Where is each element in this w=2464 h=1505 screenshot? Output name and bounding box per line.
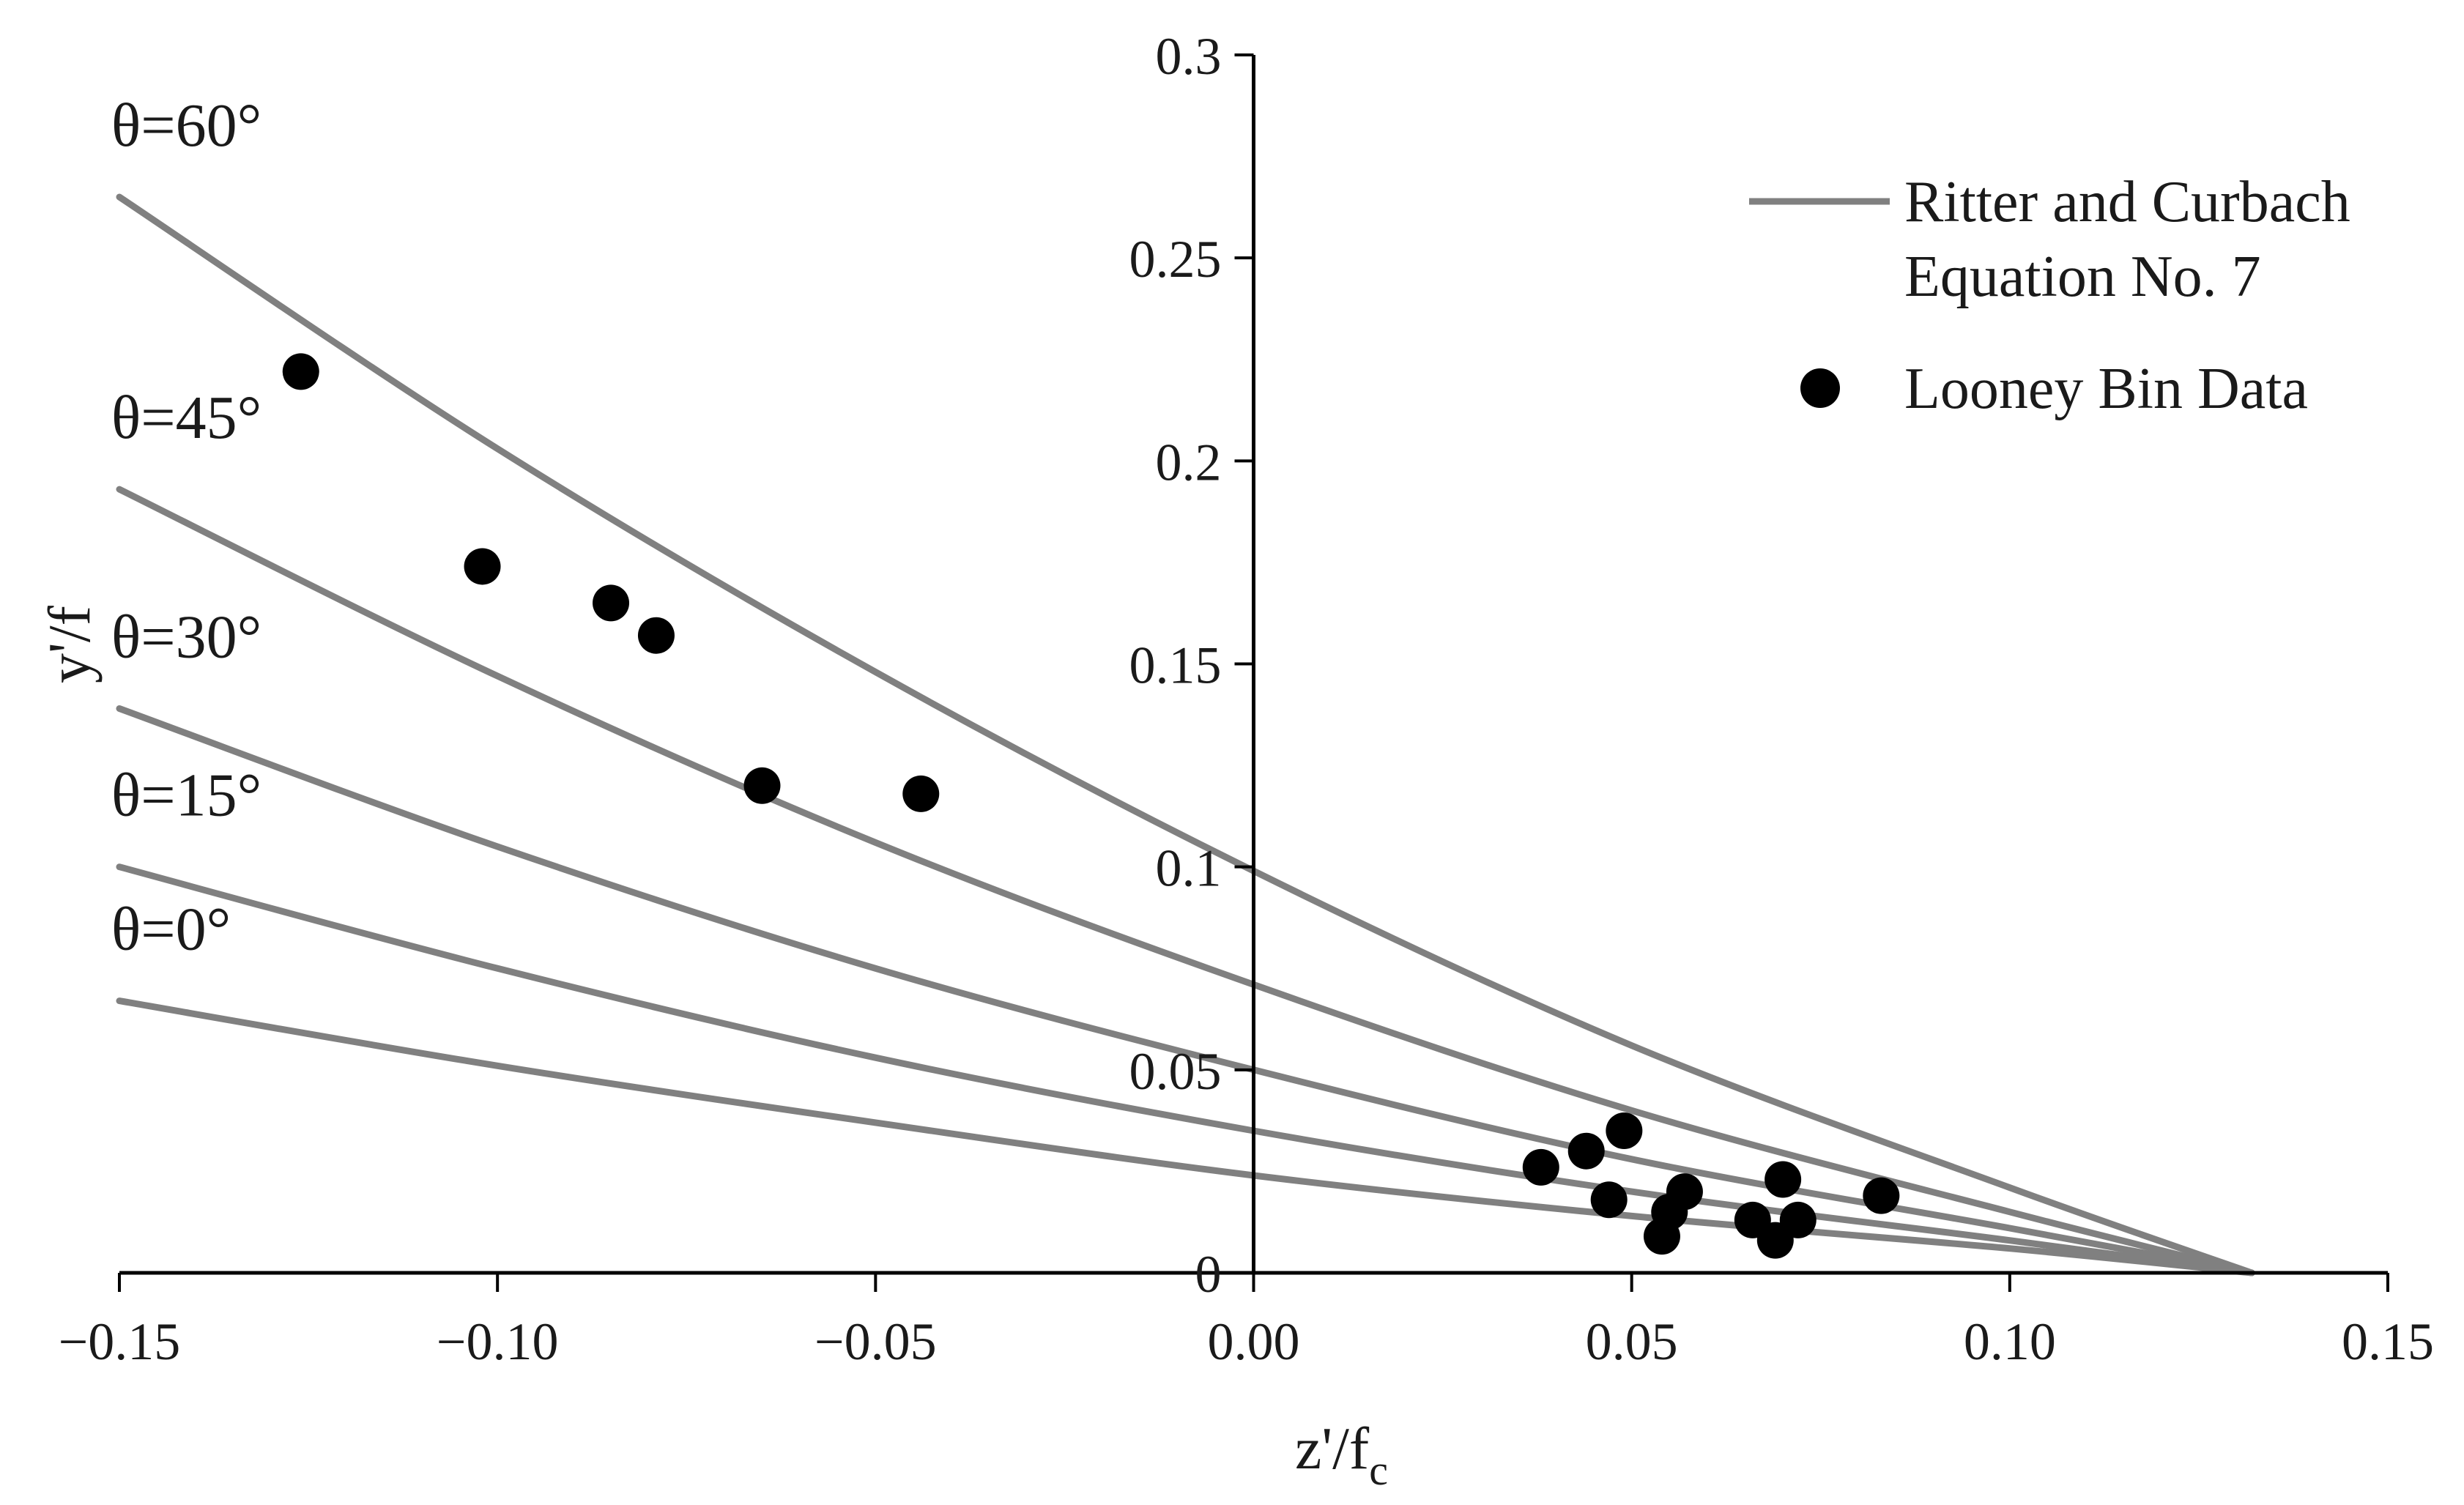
- label-group: θ=0° θ=15° θ=30° θ=45° θ=60°: [111, 92, 261, 964]
- data-point: [743, 767, 781, 804]
- data-point: [1522, 1148, 1559, 1186]
- y-tick-label: 0.15: [1129, 636, 1222, 695]
- x-axis-title: z'/fc: [1295, 1415, 1388, 1494]
- axes-group: −0.15 −0.10 −0.05 0.00 0.05 0.10 0.15 0 0.05 0.1 0…: [36, 27, 2434, 1494]
- curve-label-theta-15: θ=15°: [111, 762, 261, 830]
- y-tick-label: 0.2: [1156, 433, 1222, 491]
- curve-theta-30: [116, 705, 2255, 1277]
- data-point: [1606, 1112, 1643, 1149]
- data-point: [1779, 1201, 1817, 1238]
- x-tick-label: 0.15: [2342, 1312, 2434, 1371]
- legend-label-line-2: Equation No. 7: [1904, 245, 2261, 309]
- y-axis-title: y'/f: [36, 605, 103, 683]
- legend-dot-swatch: [1800, 368, 1840, 408]
- data-point: [637, 617, 675, 654]
- data-point: [902, 775, 940, 812]
- x-tick-label: 0.10: [1964, 1312, 2056, 1371]
- data-point: [593, 584, 630, 622]
- x-axis-title-subscript: c: [1369, 1446, 1388, 1494]
- legend-label-line-1: Ritter and Curbach: [1904, 170, 2350, 234]
- legend-label-dots: Looney Bin Data: [1904, 357, 2308, 421]
- curve-theta-15: [116, 863, 2255, 1277]
- data-point: [1567, 1132, 1605, 1170]
- x-tick-label: −0.10: [437, 1312, 559, 1371]
- y-tick-label: 0.3: [1156, 27, 1222, 86]
- legend: Ritter and Curbach Equation No. 7 Looney B…: [1749, 170, 2350, 421]
- curve-label-theta-60: θ=60°: [111, 92, 261, 160]
- data-point: [1764, 1161, 1802, 1198]
- curve-theta-0: [116, 997, 2255, 1277]
- curve-label-theta-30: θ=30°: [111, 603, 261, 671]
- data-point: [282, 353, 319, 390]
- x-tick-label: 0.00: [1208, 1312, 1300, 1371]
- data-point: [1590, 1181, 1628, 1219]
- x-tick-label: −0.05: [814, 1312, 937, 1371]
- x-tick-label: 0.05: [1586, 1312, 1678, 1371]
- y-tick-label: 0.25: [1129, 230, 1222, 289]
- curve-theta-45: [116, 486, 2255, 1277]
- y-tick-label: 0: [1195, 1245, 1222, 1304]
- data-point: [1666, 1173, 1703, 1211]
- point-group: [282, 353, 1900, 1259]
- curve-label-theta-45: θ=45°: [111, 384, 261, 452]
- x-tick-label: −0.15: [59, 1312, 181, 1371]
- y-tick-label: 0.05: [1129, 1042, 1222, 1101]
- y-tick-label: 0.1: [1156, 839, 1222, 898]
- data-point: [1863, 1177, 1900, 1214]
- data-point: [464, 548, 501, 585]
- curve-label-theta-0: θ=0°: [111, 896, 231, 964]
- curve-group: [116, 193, 2255, 1277]
- curve-theta-60: [116, 193, 2255, 1277]
